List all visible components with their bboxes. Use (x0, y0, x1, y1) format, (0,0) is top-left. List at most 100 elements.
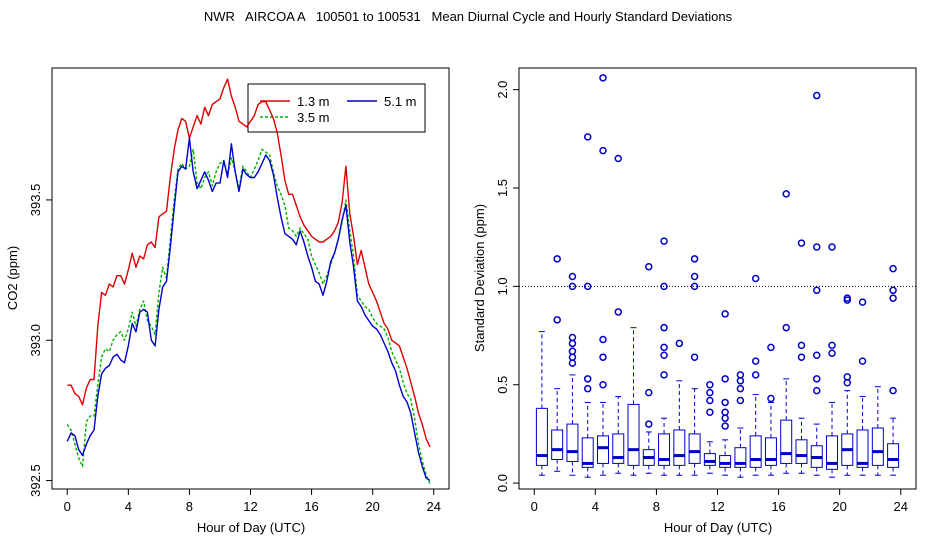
boxplot-outlier (645, 262, 653, 271)
boxplot-outlier (614, 154, 622, 163)
boxplot-outlier (583, 375, 592, 383)
boxplot-outlier (675, 339, 684, 348)
boxplot-outlier (721, 375, 729, 383)
right-x-tick-label: 4 (592, 499, 599, 514)
right-y-tick-label: 1.0 (495, 277, 510, 295)
boxplot-box (780, 419, 793, 464)
right-x-tick-label: 24 (893, 499, 907, 514)
boxplot-box (566, 423, 579, 462)
boxplot-outlier (706, 388, 714, 397)
boxplot-outlier (721, 310, 729, 318)
left-x-tick-label: 8 (186, 499, 193, 514)
boxplot-outlier (568, 282, 577, 291)
boxplot-box (551, 429, 564, 460)
right-x-tick-label: 20 (832, 499, 846, 514)
boxplot-box (734, 447, 747, 468)
boxplot-outlier (568, 359, 577, 367)
right-y-tick-label: 1.5 (495, 179, 510, 197)
left-x-tick-label: 24 (426, 499, 440, 514)
left-x-tick-label: 20 (365, 499, 379, 514)
boxplot-hour (627, 327, 640, 476)
boxplot-outlier (660, 343, 668, 352)
boxplot-hour (734, 371, 747, 478)
boxplot-box (703, 453, 716, 466)
boxplot-outlier (843, 379, 852, 387)
boxplot-hour (826, 243, 839, 478)
boxplot-outlier (645, 388, 653, 397)
legend-label-5.1m: 5.1 m (384, 94, 417, 109)
boxplot-hour (658, 237, 671, 476)
boxplot-outlier (706, 396, 714, 405)
boxplot-box (887, 443, 900, 468)
boxplot-outlier (782, 190, 790, 198)
boxplot-outlier (721, 422, 729, 430)
boxplot-outlier (813, 243, 821, 251)
boxplot-outlier (736, 377, 745, 385)
right-x-axis-label: Hour of Day (UTC) (664, 520, 772, 535)
boxplot-hour (841, 294, 854, 476)
boxplot-hour (581, 133, 594, 478)
legend-box (247, 83, 426, 133)
boxplot-outlier (553, 316, 561, 324)
boxplot-outlier (721, 398, 729, 407)
left-x-tick-label: 4 (125, 499, 132, 514)
boxplot-outlier (736, 384, 745, 393)
left-y-tick-label: 393.0 (28, 324, 43, 357)
boxplot-box (826, 435, 839, 470)
boxplot-outlier (813, 91, 821, 100)
boxplot-hour (642, 262, 655, 474)
left-y-tick-label: 393.5 (28, 184, 43, 217)
left-y-axis-label: CO2 (ppm) (5, 246, 20, 310)
legend-label-3.5m: 3.5 m (297, 110, 330, 125)
boxplot-outlier (751, 371, 760, 379)
series-line-3.5m (66, 148, 431, 484)
boxplot-box (871, 427, 884, 466)
boxplot-box (688, 433, 701, 464)
boxplot-hour (673, 339, 686, 476)
right-plot-frame (518, 67, 917, 490)
boxplot-outlier (599, 335, 607, 344)
boxplot-outlier (736, 396, 745, 405)
boxplot-outlier (568, 353, 577, 361)
boxplot-hour (795, 239, 808, 474)
boxplot-box (627, 403, 640, 466)
boxplot-outlier (858, 357, 867, 365)
boxplot-outlier (645, 420, 653, 428)
boxplot-box (612, 433, 625, 464)
boxplot-hour (688, 255, 701, 476)
boxplot-outlier (828, 243, 836, 251)
boxplot-outlier (583, 282, 592, 291)
boxplot-outlier (614, 308, 622, 316)
boxplot-box (795, 439, 808, 464)
boxplot-hour (856, 298, 869, 476)
boxplot-outlier (767, 394, 775, 403)
boxplot-outlier (889, 286, 897, 295)
right-x-tick-label: 0 (531, 499, 538, 514)
boxplot-hour (596, 74, 609, 476)
right-y-tick-label: 2.0 (495, 81, 510, 99)
boxplot-hour (871, 386, 884, 476)
boxplot-outlier (889, 294, 897, 302)
boxplot-outlier (843, 373, 852, 381)
boxplot-outlier (828, 341, 836, 350)
chart-main-title: NWR AIRCOA A 100501 to 100531 Mean Diurn… (203, 9, 733, 24)
boxplot-outlier (568, 272, 577, 281)
boxplot-box (719, 455, 732, 468)
left-y-tick-label: 392.5 (28, 464, 43, 497)
boxplot-hour (566, 272, 579, 476)
right-x-tick-label: 12 (710, 499, 724, 514)
legend-label-1.3m: 1.3 m (297, 94, 330, 109)
boxplot-hour (749, 274, 762, 476)
boxplot-outlier (813, 375, 821, 383)
boxplot-outlier (660, 371, 668, 379)
series-line-1.3m (67, 78, 431, 448)
boxplot-box (535, 407, 548, 466)
right-y-axis-label: Standard Deviation (ppm) (472, 204, 487, 352)
boxplot-outlier (751, 274, 760, 283)
boxplot-outlier (599, 353, 607, 361)
boxplot-outlier (660, 237, 668, 245)
boxplot-outlier (706, 380, 714, 389)
boxplot-outlier (599, 74, 607, 82)
boxplot-hour (612, 154, 625, 474)
boxplot-outlier (889, 386, 897, 395)
